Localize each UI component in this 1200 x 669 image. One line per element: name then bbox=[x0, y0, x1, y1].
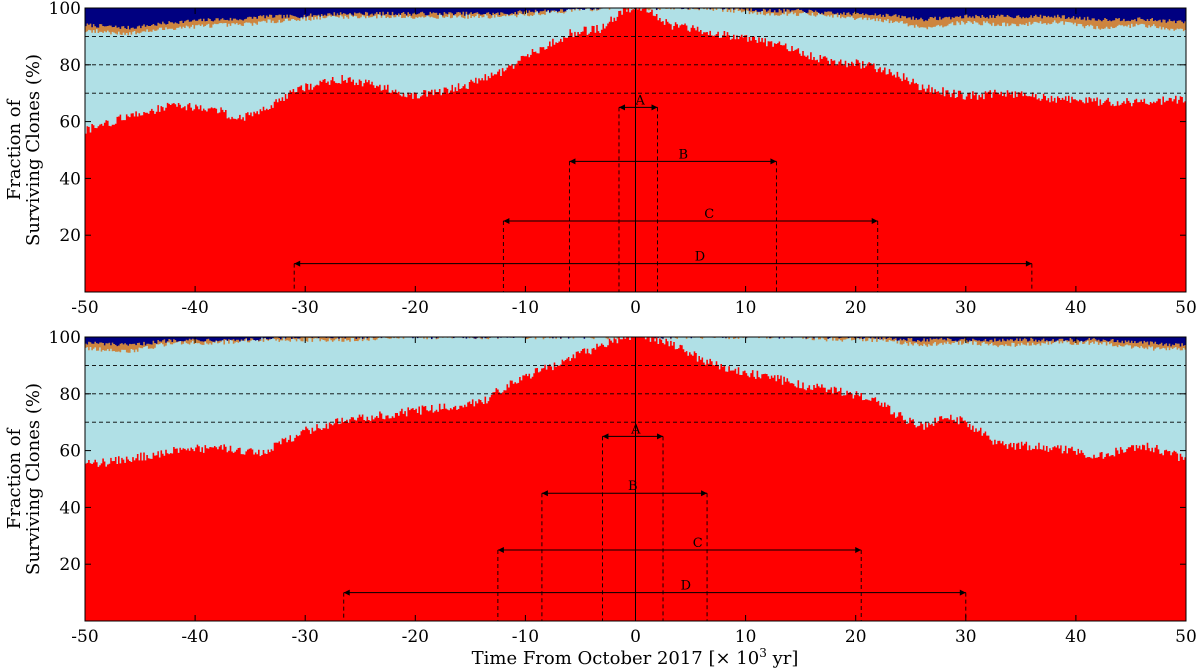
interval-label-D: D bbox=[681, 579, 691, 594]
x-tick-label: -30 bbox=[292, 298, 319, 318]
arrow-head-right bbox=[1025, 260, 1032, 267]
arrow-head-right bbox=[701, 490, 708, 497]
arrow-head-left bbox=[294, 260, 301, 267]
arrow-head-left bbox=[569, 158, 576, 165]
arrow-head-right bbox=[651, 104, 658, 111]
x-tick-label: -50 bbox=[71, 627, 98, 647]
top-panel: A B C D -50 -40 -30 -20 -10 0 10 20 30 40 50 20 40 60 80 10… bbox=[4, 0, 1197, 318]
x-tick-label: -50 bbox=[71, 298, 98, 318]
x-tick-label: 0 bbox=[630, 627, 641, 647]
arrow-head-right bbox=[855, 547, 862, 553]
x-tick-label: 40 bbox=[1065, 627, 1087, 647]
arrow-head-left bbox=[602, 433, 609, 440]
bottom-panel: A B C D -50 -40 -30 -20 -10 0 10 20 30 40 50 20 40 60 80 10… bbox=[4, 328, 1197, 647]
y-tick-label: 80 bbox=[59, 385, 81, 405]
x-tick-label: -40 bbox=[181, 298, 208, 318]
arrow-head-left bbox=[618, 104, 625, 111]
x-tick-label: 40 bbox=[1065, 298, 1087, 318]
x-tick-label: 10 bbox=[735, 627, 757, 647]
plot-area: A B C D bbox=[85, 8, 1186, 292]
x-tick-label: -30 bbox=[292, 627, 319, 647]
x-tick-label: 50 bbox=[1175, 627, 1197, 647]
interval-label-B: B bbox=[628, 479, 638, 494]
interval-label-A: A bbox=[634, 93, 645, 108]
arrow-head-left bbox=[541, 490, 548, 497]
x-tick-label: -20 bbox=[402, 627, 429, 647]
y-tick-label: 40 bbox=[59, 169, 81, 189]
x-tick-label: -20 bbox=[402, 298, 429, 318]
interval-label-C: C bbox=[704, 207, 714, 222]
y-tick-label: 100 bbox=[49, 328, 81, 348]
x-tick-label: 10 bbox=[735, 298, 757, 318]
y-tick-label: 20 bbox=[59, 226, 81, 246]
x-tick-label: 20 bbox=[845, 298, 867, 318]
interval-label-C: C bbox=[693, 536, 703, 551]
y-tick-label: 80 bbox=[59, 56, 81, 76]
y-tick-label: 40 bbox=[59, 498, 81, 518]
plot-area: A B C D bbox=[85, 337, 1186, 621]
x-tick-label: 30 bbox=[955, 298, 977, 318]
x-tick-label: 50 bbox=[1175, 298, 1197, 318]
arrow-head-left bbox=[343, 589, 350, 596]
x-tick-label: 30 bbox=[955, 627, 977, 647]
x-tick-label: 0 bbox=[630, 298, 641, 318]
interval-label-B: B bbox=[679, 147, 689, 162]
x-tick-label: -10 bbox=[512, 627, 539, 647]
y-tick-label: 60 bbox=[59, 442, 81, 462]
arrow-head-right bbox=[657, 433, 664, 440]
arrow-head-left bbox=[503, 218, 510, 224]
x-tick-label: 20 bbox=[845, 627, 867, 647]
arrow-head-right bbox=[770, 158, 777, 165]
arrow-head-right bbox=[959, 589, 966, 596]
x-tick-label: -10 bbox=[512, 298, 539, 318]
y-axis-label: Fraction ofSurviving Clones (%) bbox=[4, 54, 44, 246]
interval-label-A: A bbox=[630, 422, 641, 437]
y-tick-label: 20 bbox=[59, 555, 81, 575]
arrow-head-right bbox=[871, 218, 878, 224]
y-tick-label: 100 bbox=[49, 0, 81, 19]
y-tick-label: 60 bbox=[59, 113, 81, 133]
x-axis-label: Time From October 2017 [× 103 yr] bbox=[472, 646, 799, 669]
interval-label-D: D bbox=[695, 250, 705, 265]
arrow-head-left bbox=[497, 547, 504, 553]
x-tick-label: -40 bbox=[181, 627, 208, 647]
y-axis-label: Fraction ofSurviving Clones (%) bbox=[4, 383, 44, 575]
